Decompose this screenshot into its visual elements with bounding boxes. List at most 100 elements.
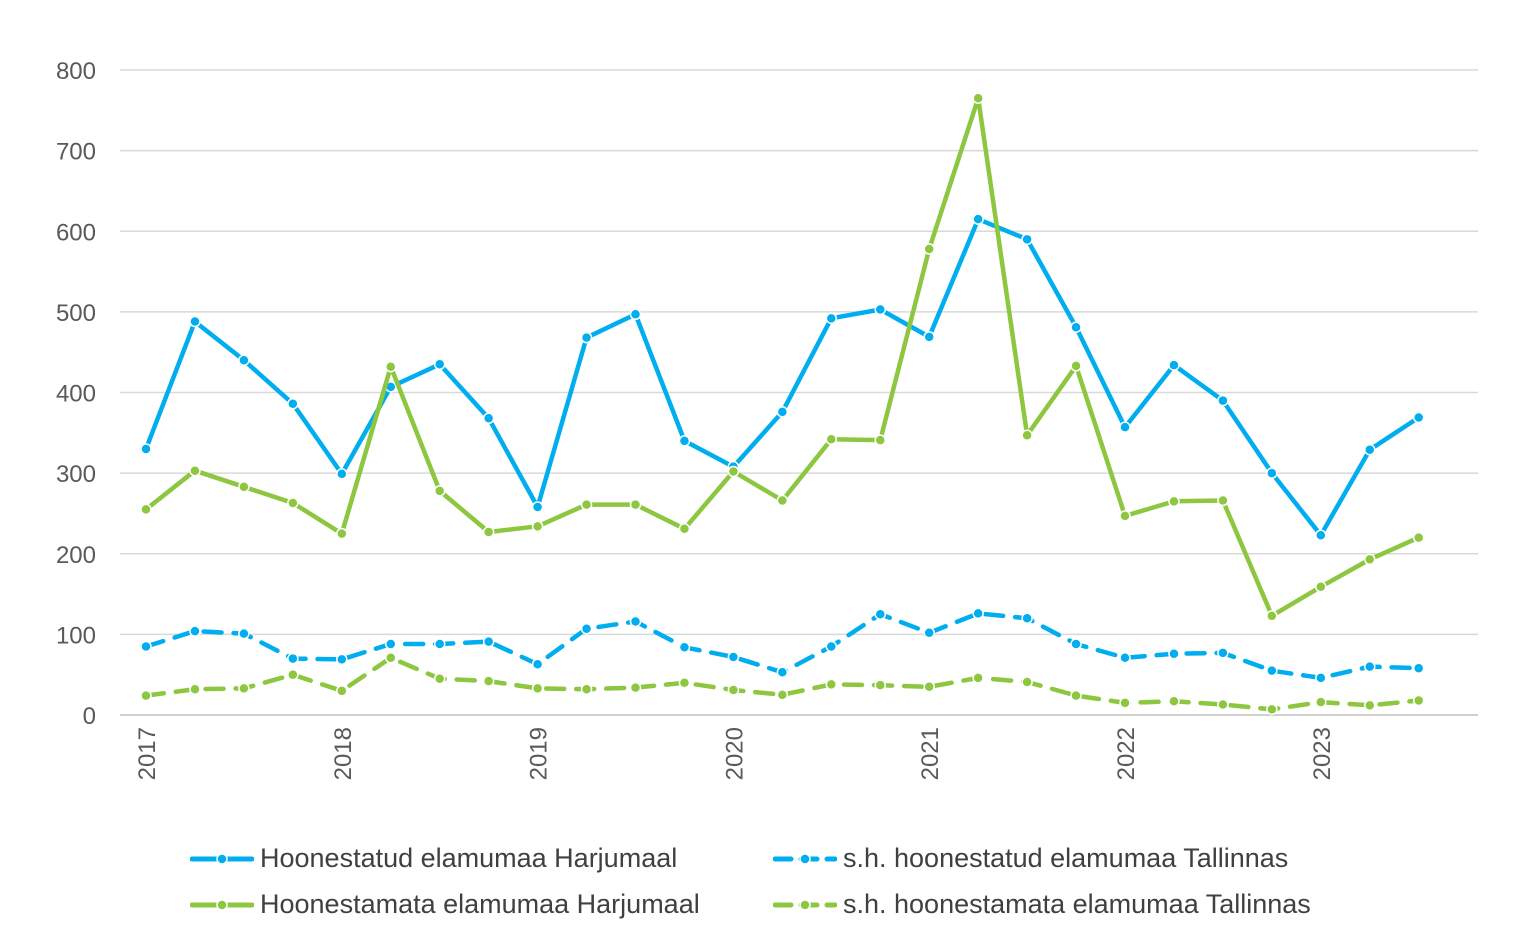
data-point	[1217, 647, 1229, 659]
data-point	[1412, 411, 1425, 424]
data-point	[238, 354, 250, 366]
legend-swatch-dashed-green	[773, 898, 837, 911]
data-point	[874, 608, 886, 620]
x-tick-label: 2021	[917, 727, 944, 780]
data-point	[825, 433, 838, 446]
data-point	[972, 672, 984, 684]
data-point	[1070, 360, 1082, 372]
data-point	[1168, 359, 1180, 371]
legend-item-4: s.h. hoonestamata elamumaa Tallinnas	[773, 889, 1311, 920]
data-point	[727, 465, 740, 478]
data-point	[1021, 233, 1033, 246]
data-point	[1217, 698, 1229, 711]
data-point	[1119, 697, 1131, 709]
y-tick-label: 100	[56, 622, 96, 649]
x-tick-label: 2022	[1113, 727, 1140, 780]
data-point	[238, 627, 250, 640]
data-point	[433, 485, 446, 497]
series-line	[143, 655, 1421, 712]
y-tick-label: 500	[56, 300, 96, 327]
data-point	[140, 503, 152, 516]
data-point	[1266, 664, 1278, 677]
data-point	[972, 92, 984, 104]
data-point	[482, 635, 495, 648]
data-point	[629, 615, 642, 628]
data-point	[336, 468, 348, 480]
data-point	[1119, 510, 1131, 522]
legend-item-2: s.h. hoonestatud elamumaa Tallinnas	[773, 843, 1288, 874]
series-layer	[140, 92, 1425, 716]
data-point	[1364, 553, 1376, 566]
data-point	[1364, 443, 1376, 456]
series-4	[140, 652, 1425, 716]
data-point	[1266, 467, 1278, 479]
data-point	[923, 331, 935, 343]
x-tick-label: 2019	[526, 727, 553, 780]
data-point	[678, 677, 691, 689]
data-point	[1070, 321, 1082, 333]
data-point	[776, 689, 789, 701]
data-point	[1021, 429, 1033, 441]
data-point	[189, 683, 201, 695]
data-point	[972, 213, 984, 225]
x-tick-label: 2023	[1309, 727, 1336, 780]
data-point	[1021, 612, 1033, 624]
data-point	[1168, 495, 1180, 508]
data-point	[482, 675, 495, 687]
data-point	[287, 668, 299, 681]
data-point	[1364, 699, 1376, 712]
data-point	[874, 303, 886, 316]
data-point	[531, 520, 544, 533]
y-tick-label: 300	[56, 461, 96, 488]
data-point	[385, 638, 397, 650]
data-point	[923, 681, 935, 693]
data-point	[874, 434, 886, 446]
data-point	[189, 464, 201, 477]
data-point	[1266, 703, 1278, 716]
data-point	[482, 412, 495, 425]
legend-item-1: Hoonestatud elamumaa Harjumaal	[190, 843, 677, 874]
legend-label-3: Hoonestamata elamumaa Harjumaal	[260, 889, 700, 919]
y-tick-label: 400	[56, 381, 96, 408]
x-tick-label: 2018	[330, 727, 357, 780]
x-tick-label: 2017	[134, 727, 161, 780]
data-point	[923, 243, 935, 255]
data-point	[972, 607, 984, 620]
series-line	[143, 216, 1421, 538]
legend-swatch-dashed-blue	[773, 852, 837, 865]
data-point	[189, 625, 201, 637]
data-point	[1412, 531, 1425, 544]
data-point	[1412, 694, 1425, 707]
y-tick-label: 800	[56, 58, 96, 85]
data-point	[1217, 494, 1229, 507]
data-point	[1315, 581, 1327, 593]
legend-label-2: s.h. hoonestatud elamumaa Tallinnas	[843, 843, 1289, 873]
legend-label-1: Hoonestatud elamumaa Harjumaal	[260, 843, 678, 873]
data-point	[825, 678, 838, 691]
data-point	[531, 501, 544, 513]
series-1	[140, 213, 1425, 541]
data-point	[580, 622, 593, 635]
data-point	[433, 358, 446, 371]
data-point	[1021, 676, 1033, 688]
data-point	[1070, 689, 1082, 702]
data-point	[727, 651, 740, 663]
data-point	[776, 666, 789, 679]
data-point	[238, 682, 250, 695]
data-point	[629, 308, 642, 321]
data-point	[1168, 647, 1180, 660]
series-2	[140, 607, 1425, 684]
y-tick-label: 700	[56, 139, 96, 166]
data-point	[531, 682, 544, 695]
data-point	[727, 684, 740, 696]
legend-swatch-solid-blue	[190, 852, 254, 865]
data-point	[1315, 529, 1327, 541]
data-point	[1168, 695, 1180, 708]
data-point	[336, 653, 348, 666]
data-point	[825, 640, 838, 653]
data-point	[140, 640, 152, 653]
y-tick-label: 600	[56, 219, 96, 246]
data-point	[433, 638, 446, 650]
data-point	[287, 497, 299, 509]
